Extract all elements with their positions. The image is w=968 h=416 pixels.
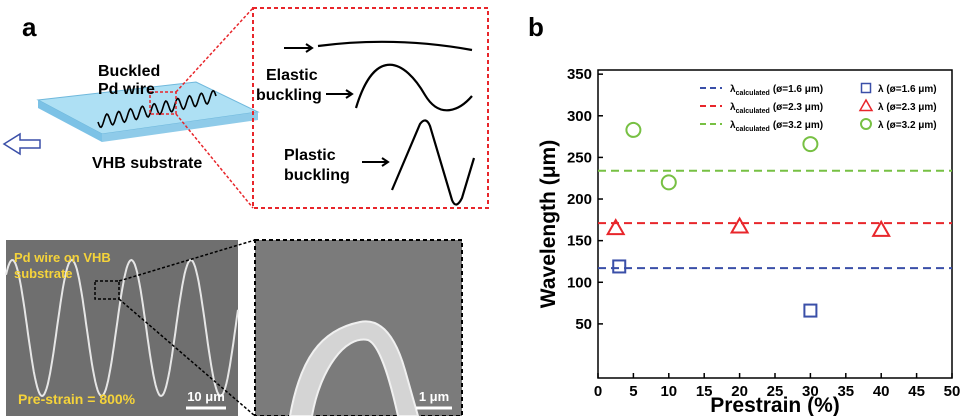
wire-label: Buckled Pd wire bbox=[98, 63, 160, 98]
y-tick-label: 150 bbox=[567, 233, 592, 250]
scale-label: 1 μm bbox=[419, 389, 449, 404]
scale-label: 10 μm bbox=[187, 389, 225, 404]
x-tick-label: 20 bbox=[731, 383, 748, 400]
legend-label-part: calculated bbox=[736, 126, 770, 133]
micrograph-label-line: substrate bbox=[14, 266, 73, 281]
data-point bbox=[729, 216, 750, 234]
zoom-line bbox=[175, 113, 254, 209]
y-tick-label: 100 bbox=[567, 274, 592, 291]
x-tick-label: 50 bbox=[944, 383, 961, 400]
legend-label: λ (ø=3.2 μm) bbox=[878, 120, 937, 131]
elastic-label-line: buckling bbox=[256, 87, 322, 104]
data-point bbox=[612, 259, 627, 274]
data-point bbox=[803, 303, 818, 318]
substrate-edge bbox=[38, 100, 102, 142]
y-tick-label: 300 bbox=[567, 108, 592, 125]
zoom-line bbox=[118, 239, 256, 282]
micrograph-label-line: Pd wire on VHB bbox=[14, 250, 111, 265]
micrograph bbox=[6, 240, 238, 416]
elastic-label: Elastic buckling bbox=[256, 67, 322, 104]
plastic-label-line: Plastic bbox=[284, 147, 336, 164]
zoom-box bbox=[149, 91, 177, 115]
legend-label: λcalculated (ø=3.2 μm) bbox=[730, 120, 823, 133]
legend-swatch bbox=[860, 118, 872, 130]
legend-label-part: (ø=3.2 μm) bbox=[773, 120, 823, 131]
legend-label-part: (ø=1.6 μm) bbox=[773, 84, 823, 95]
micrograph-label: Pd wire on VHB substrate bbox=[14, 250, 111, 281]
x-tick-label: 40 bbox=[873, 383, 890, 400]
wire-zoom bbox=[288, 320, 420, 416]
legend-label-part: λ bbox=[730, 84, 736, 95]
elastic-wire bbox=[354, 63, 473, 112]
x-tick-label: 15 bbox=[696, 383, 713, 400]
x-tick-label: 45 bbox=[908, 383, 925, 400]
data-point bbox=[660, 174, 677, 191]
y-tick-label: 250 bbox=[567, 149, 592, 166]
data-point bbox=[871, 219, 891, 237]
x-tick-label: 25 bbox=[767, 383, 784, 400]
legend-label-part: calculated bbox=[736, 90, 770, 97]
arrow bbox=[284, 43, 314, 53]
y-tick-label: 350 bbox=[567, 66, 592, 83]
x-tick-label: 30 bbox=[802, 383, 819, 400]
chart: 0 5 10 15 20 25 30 35 40 45 50 50 100 150 200 250 300 350… bbox=[537, 66, 960, 416]
legend-label-part: calculated bbox=[736, 108, 770, 115]
data-point bbox=[625, 121, 642, 138]
y-tick-label: 200 bbox=[567, 191, 592, 208]
prestrain-label: Pre-strain = 800% bbox=[18, 391, 136, 407]
buckled-wire bbox=[97, 89, 217, 129]
data-point bbox=[605, 218, 626, 236]
arrow bbox=[326, 89, 354, 99]
wire-label-line: Buckled bbox=[98, 63, 160, 80]
substrate-label: VHB substrate bbox=[92, 155, 202, 172]
wire-label-line: Pd wire bbox=[98, 81, 155, 98]
x-tick-label: 0 bbox=[594, 383, 602, 400]
x-tick-label: 5 bbox=[629, 383, 637, 400]
legend-label: λ (ø=1.6 μm) bbox=[878, 84, 937, 95]
legend-label-part: λ bbox=[730, 120, 736, 131]
legend-swatch bbox=[860, 82, 872, 94]
x-tick-label: 10 bbox=[660, 383, 677, 400]
arrow bbox=[362, 157, 390, 167]
plastic-label-line: buckling bbox=[284, 167, 350, 184]
legend-label-part: λ bbox=[730, 102, 736, 113]
substrate-edge bbox=[102, 112, 258, 142]
plastic-wire bbox=[390, 119, 476, 206]
straight-wire bbox=[317, 40, 473, 52]
zoom-box bbox=[94, 280, 120, 300]
legend-swatch bbox=[858, 98, 874, 112]
legend-label-part: (ø=2.3 μm) bbox=[773, 102, 823, 113]
legend-label: λ (ø=2.3 μm) bbox=[878, 102, 937, 113]
x-tick-label: 35 bbox=[837, 383, 854, 400]
zoom-frame bbox=[252, 7, 489, 209]
y-axis-label: Wavelength (μm) bbox=[537, 140, 560, 308]
x-axis-label: Prestrain (%) bbox=[710, 394, 840, 416]
panel-label: a bbox=[22, 12, 37, 42]
legend-label: λcalculated (ø=2.3 μm) bbox=[730, 102, 823, 115]
plastic-label: Plastic buckling bbox=[284, 147, 350, 184]
micrograph-wire bbox=[5, 258, 239, 398]
stretch-arrow bbox=[2, 132, 41, 156]
y-tick-label: 50 bbox=[575, 316, 592, 333]
panel-label: b bbox=[528, 12, 544, 42]
data-point bbox=[802, 136, 819, 153]
legend-label: λcalculated (ø=1.6 μm) bbox=[730, 84, 823, 97]
elastic-label-line: Elastic bbox=[266, 67, 318, 84]
zoom-line bbox=[175, 7, 254, 93]
